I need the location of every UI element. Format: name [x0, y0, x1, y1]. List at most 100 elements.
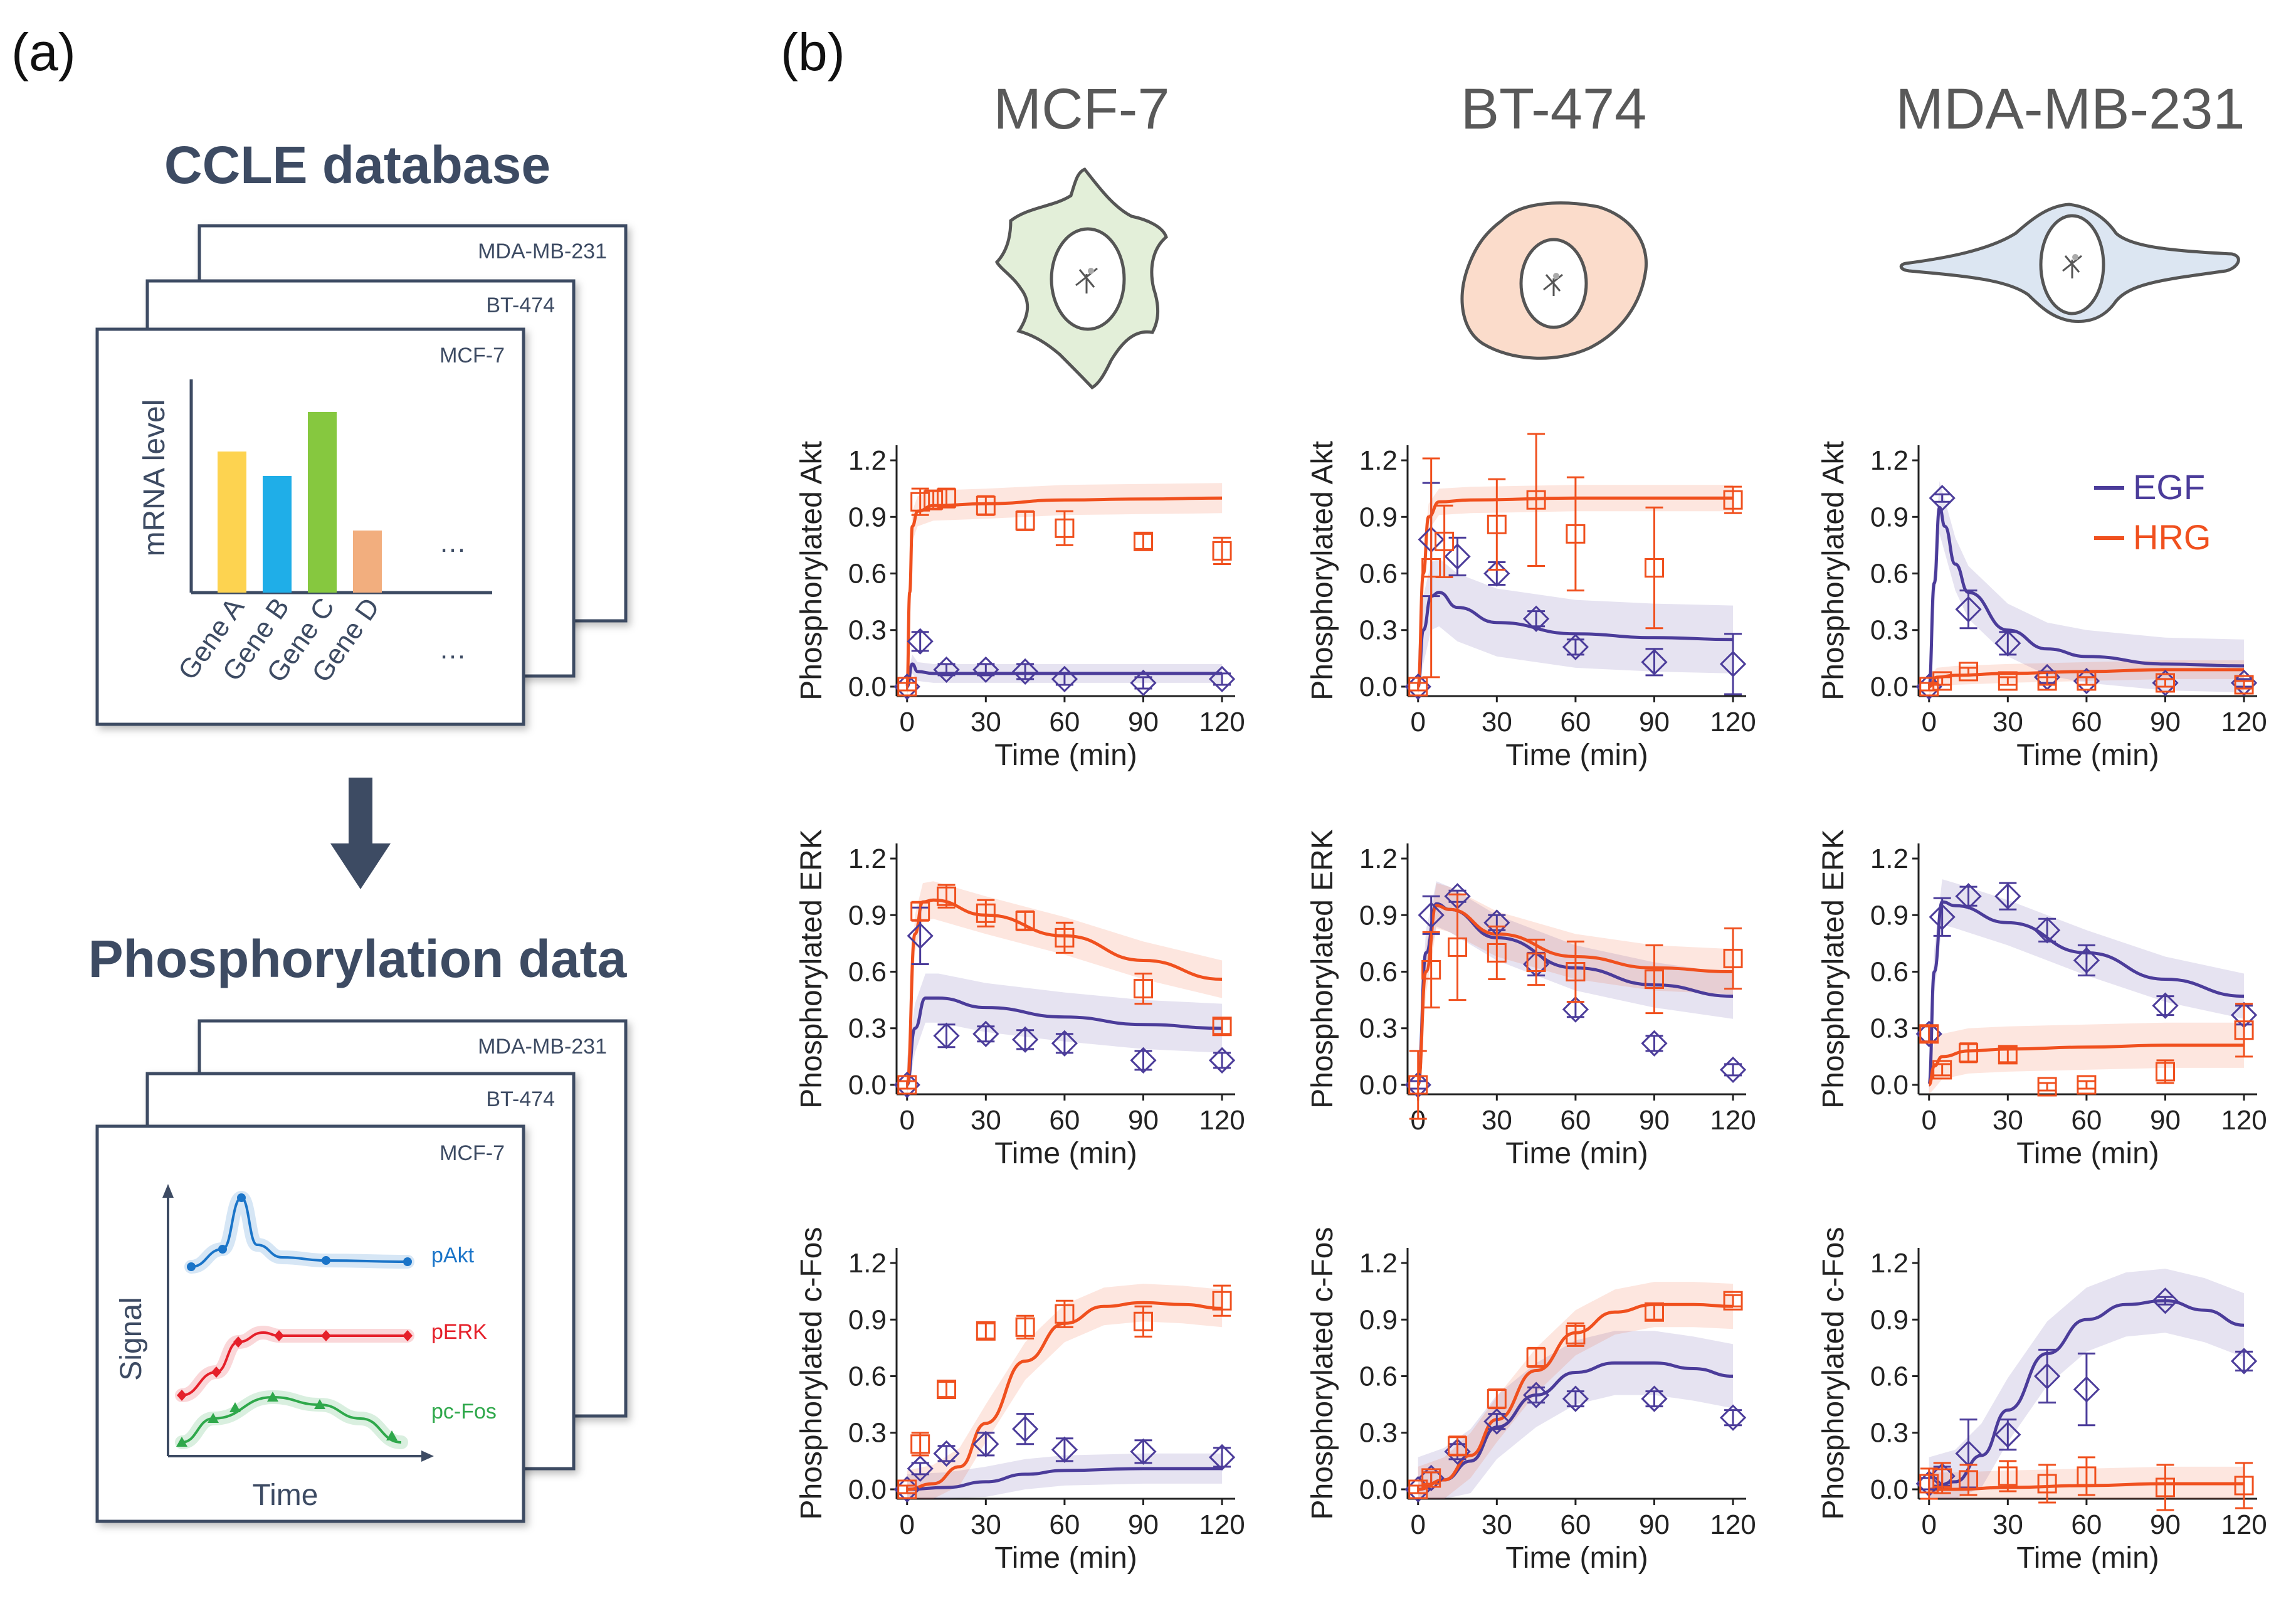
y-tick-label: 0.6	[848, 559, 887, 589]
y-tick-label: 1.2	[1359, 843, 1398, 874]
data-point-egf	[1994, 630, 2021, 657]
data-point-hrg	[2077, 1466, 2097, 1486]
data-point-hrg	[937, 886, 957, 906]
x-tick-label: 30	[1482, 1105, 1512, 1136]
y-tick-label: 0.6	[1359, 559, 1398, 589]
data-point-egf	[1641, 1030, 1668, 1057]
y-axis-label: Phosphorylated Akt	[1817, 441, 1850, 700]
signal-ylabel: Signal	[115, 1297, 148, 1380]
data-point-hrg	[897, 677, 917, 697]
signal-series-label: pc-Fos	[431, 1400, 497, 1424]
signal-y-arrowhead	[162, 1184, 174, 1198]
y-tick-label: 0.6	[848, 1361, 887, 1392]
x-tick-label: 30	[971, 1105, 1001, 1136]
x-axis-label: Time (min)	[2016, 1137, 2159, 1170]
y-tick-label: 0.0	[1359, 1474, 1398, 1505]
card2-label-mda-mb-231: MDA-MB-231	[478, 1035, 607, 1059]
x-tick-label: 120	[2221, 707, 2267, 737]
x-tick-label: 90	[2150, 1509, 2181, 1540]
panel-b-label: (b)	[781, 23, 845, 82]
y-tick-label: 0.9	[1870, 502, 1909, 532]
card2-label-bt-474: BT-474	[486, 1087, 555, 1111]
column-title-bt-474: BT-474	[1461, 77, 1647, 141]
data-point-hrg	[1919, 1024, 1939, 1044]
data-point-hrg	[910, 492, 930, 512]
x-tick-label: 0	[900, 1509, 915, 1540]
y-tick-label: 0.9	[848, 1304, 887, 1335]
data-point-egf	[1051, 665, 1078, 693]
y-tick-label: 0.6	[1870, 559, 1909, 589]
y-tick-label: 0.6	[848, 957, 887, 988]
plot-0-1: 0.0 0.3 0.6 0.9 1.2 0 30 60 90 120 Time (min) Phosp…	[1306, 433, 1756, 772]
data-point-hrg	[2155, 1477, 2175, 1498]
y-tick-label: 0.3	[1870, 615, 1909, 646]
y-axis-label: Phosphorylated Akt	[1306, 441, 1339, 700]
x-tick-label: 90	[1639, 1105, 1670, 1136]
data-point-egf	[1011, 1026, 1039, 1053]
data-point-hrg	[1055, 927, 1075, 948]
plot-2-0: 0.0 0.3 0.6 0.9 1.2 0 30 60 90 120 Time (min) Phosp…	[795, 1227, 1245, 1575]
data-point-egf	[1522, 1381, 1550, 1408]
y-tick-label: 0.0	[1870, 672, 1909, 702]
mrna-bar-3	[308, 412, 337, 593]
bar-chart-ylabel: mRNA level	[138, 399, 171, 557]
data-point-hrg	[2155, 1062, 2175, 1082]
y-tick-label: 0.9	[1870, 1304, 1909, 1335]
data-point-egf	[2073, 1376, 2100, 1403]
confidence-band-HRG	[1929, 1022, 2245, 1094]
data-point-hrg	[1526, 952, 1546, 972]
x-tick-label: 120	[1710, 1105, 1756, 1136]
data-point-hrg	[1487, 943, 1507, 963]
x-tick-label: 0	[1922, 1105, 1937, 1136]
x-tick-label: 30	[971, 707, 1001, 737]
plot-1-2: 0.0 0.3 0.6 0.9 1.2 0 30 60 90 120 Time (min) Phosp…	[1817, 829, 2267, 1170]
signal-marker	[322, 1256, 330, 1265]
x-tick-label: 30	[1993, 707, 2023, 737]
data-point-hrg	[1212, 1291, 1232, 1311]
data-point-egf	[1051, 1436, 1078, 1463]
card-label-mda-mb-231: MDA-MB-231	[478, 240, 607, 263]
confidence-band-EGF	[1418, 1331, 1734, 1499]
data-point-hrg	[1408, 677, 1428, 697]
fit-line-EGF	[905, 996, 1223, 1087]
signal-marker	[403, 1330, 413, 1341]
x-tick-label: 90	[1639, 1509, 1670, 1540]
data-point-egf	[972, 1020, 999, 1047]
signal-marker	[267, 1392, 278, 1402]
y-tick-label: 0.9	[1870, 900, 1909, 931]
data-point-egf	[1483, 1408, 1510, 1435]
mrna-bar-2	[263, 476, 292, 593]
data-point-hrg	[1133, 979, 1153, 999]
mrna-bar-1	[218, 452, 246, 593]
data-point-hrg	[937, 488, 957, 508]
x-tick-label: 0	[1411, 707, 1426, 737]
x-tick-label: 90	[1128, 707, 1159, 737]
signal-marker	[237, 1193, 246, 1202]
y-tick-label: 0.3	[1870, 1013, 1909, 1044]
y-tick-label: 0.9	[1359, 502, 1398, 532]
data-point-hrg	[1566, 962, 1586, 982]
plot-2-1: 0.0 0.3 0.6 0.9 1.2 0 30 60 90 120 Time (min) Phosp…	[1306, 1227, 1756, 1575]
fit-line-HRG	[905, 898, 1223, 1087]
x-tick-label: 120	[1199, 1105, 1245, 1136]
data-point-egf	[1641, 648, 1668, 675]
signal-x-arrowhead	[421, 1450, 434, 1462]
y-axis-label: Phosphorylated ERK	[1817, 829, 1850, 1109]
data-point-hrg	[1015, 911, 1035, 931]
fit-line-EGF	[907, 1467, 1223, 1491]
bar-chart-ellipsis: …	[439, 527, 466, 558]
data-point-hrg	[897, 1479, 917, 1499]
x-tick-label: 0	[900, 1105, 915, 1136]
data-point-egf	[1719, 1056, 1747, 1084]
x-tick-label: 30	[1482, 1509, 1512, 1540]
fit-line-HRG	[907, 1301, 1223, 1491]
data-point-hrg	[1932, 1060, 1952, 1080]
data-point-hrg	[1723, 490, 1743, 510]
y-tick-label: 1.2	[848, 1248, 887, 1279]
data-point-egf	[2073, 947, 2100, 974]
data-point-egf	[1641, 1385, 1668, 1412]
data-point-egf	[1208, 1444, 1236, 1471]
data-point-egf	[1011, 1415, 1039, 1442]
data-point-egf	[1130, 669, 1157, 697]
